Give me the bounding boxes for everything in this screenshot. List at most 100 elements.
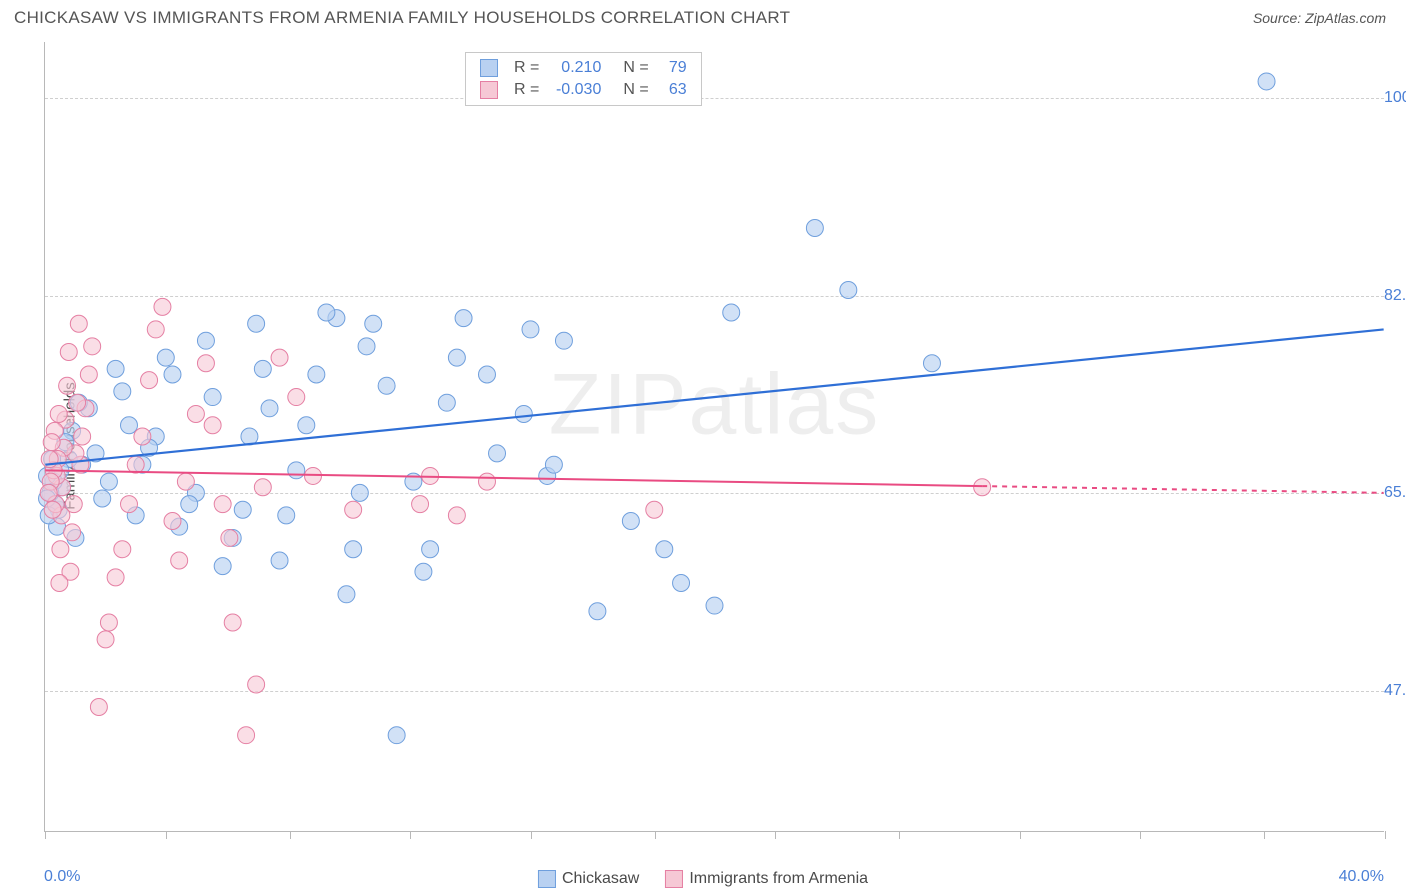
data-point: [97, 631, 114, 648]
data-point: [261, 400, 278, 417]
legend-N-value: 79: [659, 59, 687, 77]
data-point: [706, 597, 723, 614]
x-tick: [531, 831, 532, 839]
x-tick: [1264, 831, 1265, 839]
data-point: [60, 343, 77, 360]
data-point: [840, 281, 857, 298]
data-point: [254, 360, 271, 377]
data-point: [338, 586, 355, 603]
legend-R-value: -0.030: [549, 81, 601, 99]
legend-R-value: 0.210: [549, 59, 601, 77]
data-point: [197, 332, 214, 349]
data-point: [214, 496, 231, 513]
data-point: [345, 541, 362, 558]
data-point: [308, 366, 325, 383]
data-point: [43, 434, 60, 451]
data-point: [448, 349, 465, 366]
correlation-legend-row: R = 0.210 N = 79: [480, 57, 687, 79]
data-point: [278, 507, 295, 524]
x-tick: [1140, 831, 1141, 839]
plot-area: 47.5%65.0%82.5%100.0% ZIPatlas R =0.210N…: [44, 42, 1384, 832]
data-point: [107, 569, 124, 586]
data-point: [448, 507, 465, 524]
x-tick: [775, 831, 776, 839]
x-tick: [45, 831, 46, 839]
data-point: [181, 496, 198, 513]
data-point: [134, 428, 151, 445]
data-point: [254, 479, 271, 496]
x-tick: [290, 831, 291, 839]
legend-label: Chickasaw: [562, 870, 639, 887]
legend-N-label: N =: [623, 59, 648, 77]
data-point: [646, 501, 663, 518]
data-point: [415, 563, 432, 580]
x-tick: [166, 831, 167, 839]
data-point: [345, 501, 362, 518]
data-point: [187, 405, 204, 422]
data-point: [555, 332, 572, 349]
data-point: [489, 445, 506, 462]
x-tick: [1020, 831, 1021, 839]
data-point: [298, 417, 315, 434]
x-tick: [1385, 831, 1386, 839]
data-point: [305, 467, 322, 484]
data-point: [84, 338, 101, 355]
data-point: [656, 541, 673, 558]
data-point: [318, 304, 335, 321]
data-point: [248, 315, 265, 332]
x-tick: [899, 831, 900, 839]
data-point: [100, 614, 117, 631]
data-point: [234, 501, 251, 518]
data-point: [358, 338, 375, 355]
data-point: [522, 321, 539, 338]
data-point: [378, 377, 395, 394]
trend-line-dashed: [982, 486, 1383, 493]
legend-R-label: R =: [514, 81, 539, 99]
y-tick-label: 82.5%: [1384, 287, 1406, 305]
data-point: [622, 513, 639, 530]
data-point: [545, 456, 562, 473]
trend-line: [45, 329, 1383, 464]
data-point: [455, 310, 472, 327]
data-point: [723, 304, 740, 321]
data-point: [351, 484, 368, 501]
data-point: [197, 355, 214, 372]
chart-header: CHICKASAW VS IMMIGRANTS FROM ARMENIA FAM…: [0, 0, 1406, 32]
data-point: [422, 541, 439, 558]
data-point: [365, 315, 382, 332]
data-point: [59, 377, 76, 394]
data-point: [51, 575, 68, 592]
data-point: [171, 552, 188, 569]
data-point: [238, 727, 255, 744]
data-point: [224, 614, 241, 631]
data-point: [52, 541, 69, 558]
data-point: [90, 699, 107, 716]
x-axis-min-label: 0.0%: [44, 868, 80, 886]
data-point: [164, 513, 181, 530]
data-point: [164, 366, 181, 383]
data-point: [141, 372, 158, 389]
data-point: [438, 394, 455, 411]
legend-item: Immigrants from Armenia: [665, 870, 868, 888]
legend-swatch: [538, 870, 556, 888]
data-point: [70, 315, 87, 332]
data-point: [478, 366, 495, 383]
data-point: [1258, 73, 1275, 90]
legend-label: Immigrants from Armenia: [689, 870, 868, 887]
x-tick: [410, 831, 411, 839]
legend-R-label: R =: [514, 59, 539, 77]
data-point: [114, 383, 131, 400]
data-point: [204, 417, 221, 434]
data-point: [80, 366, 97, 383]
data-point: [147, 321, 164, 338]
data-point: [923, 355, 940, 372]
data-point: [288, 462, 305, 479]
data-point: [40, 484, 57, 501]
data-point: [214, 558, 231, 575]
data-point: [121, 496, 138, 513]
data-point: [127, 456, 144, 473]
data-point: [515, 405, 532, 422]
data-point: [673, 575, 690, 592]
series-legend: Chickasaw Immigrants from Armenia: [538, 870, 868, 888]
data-point: [154, 298, 171, 315]
